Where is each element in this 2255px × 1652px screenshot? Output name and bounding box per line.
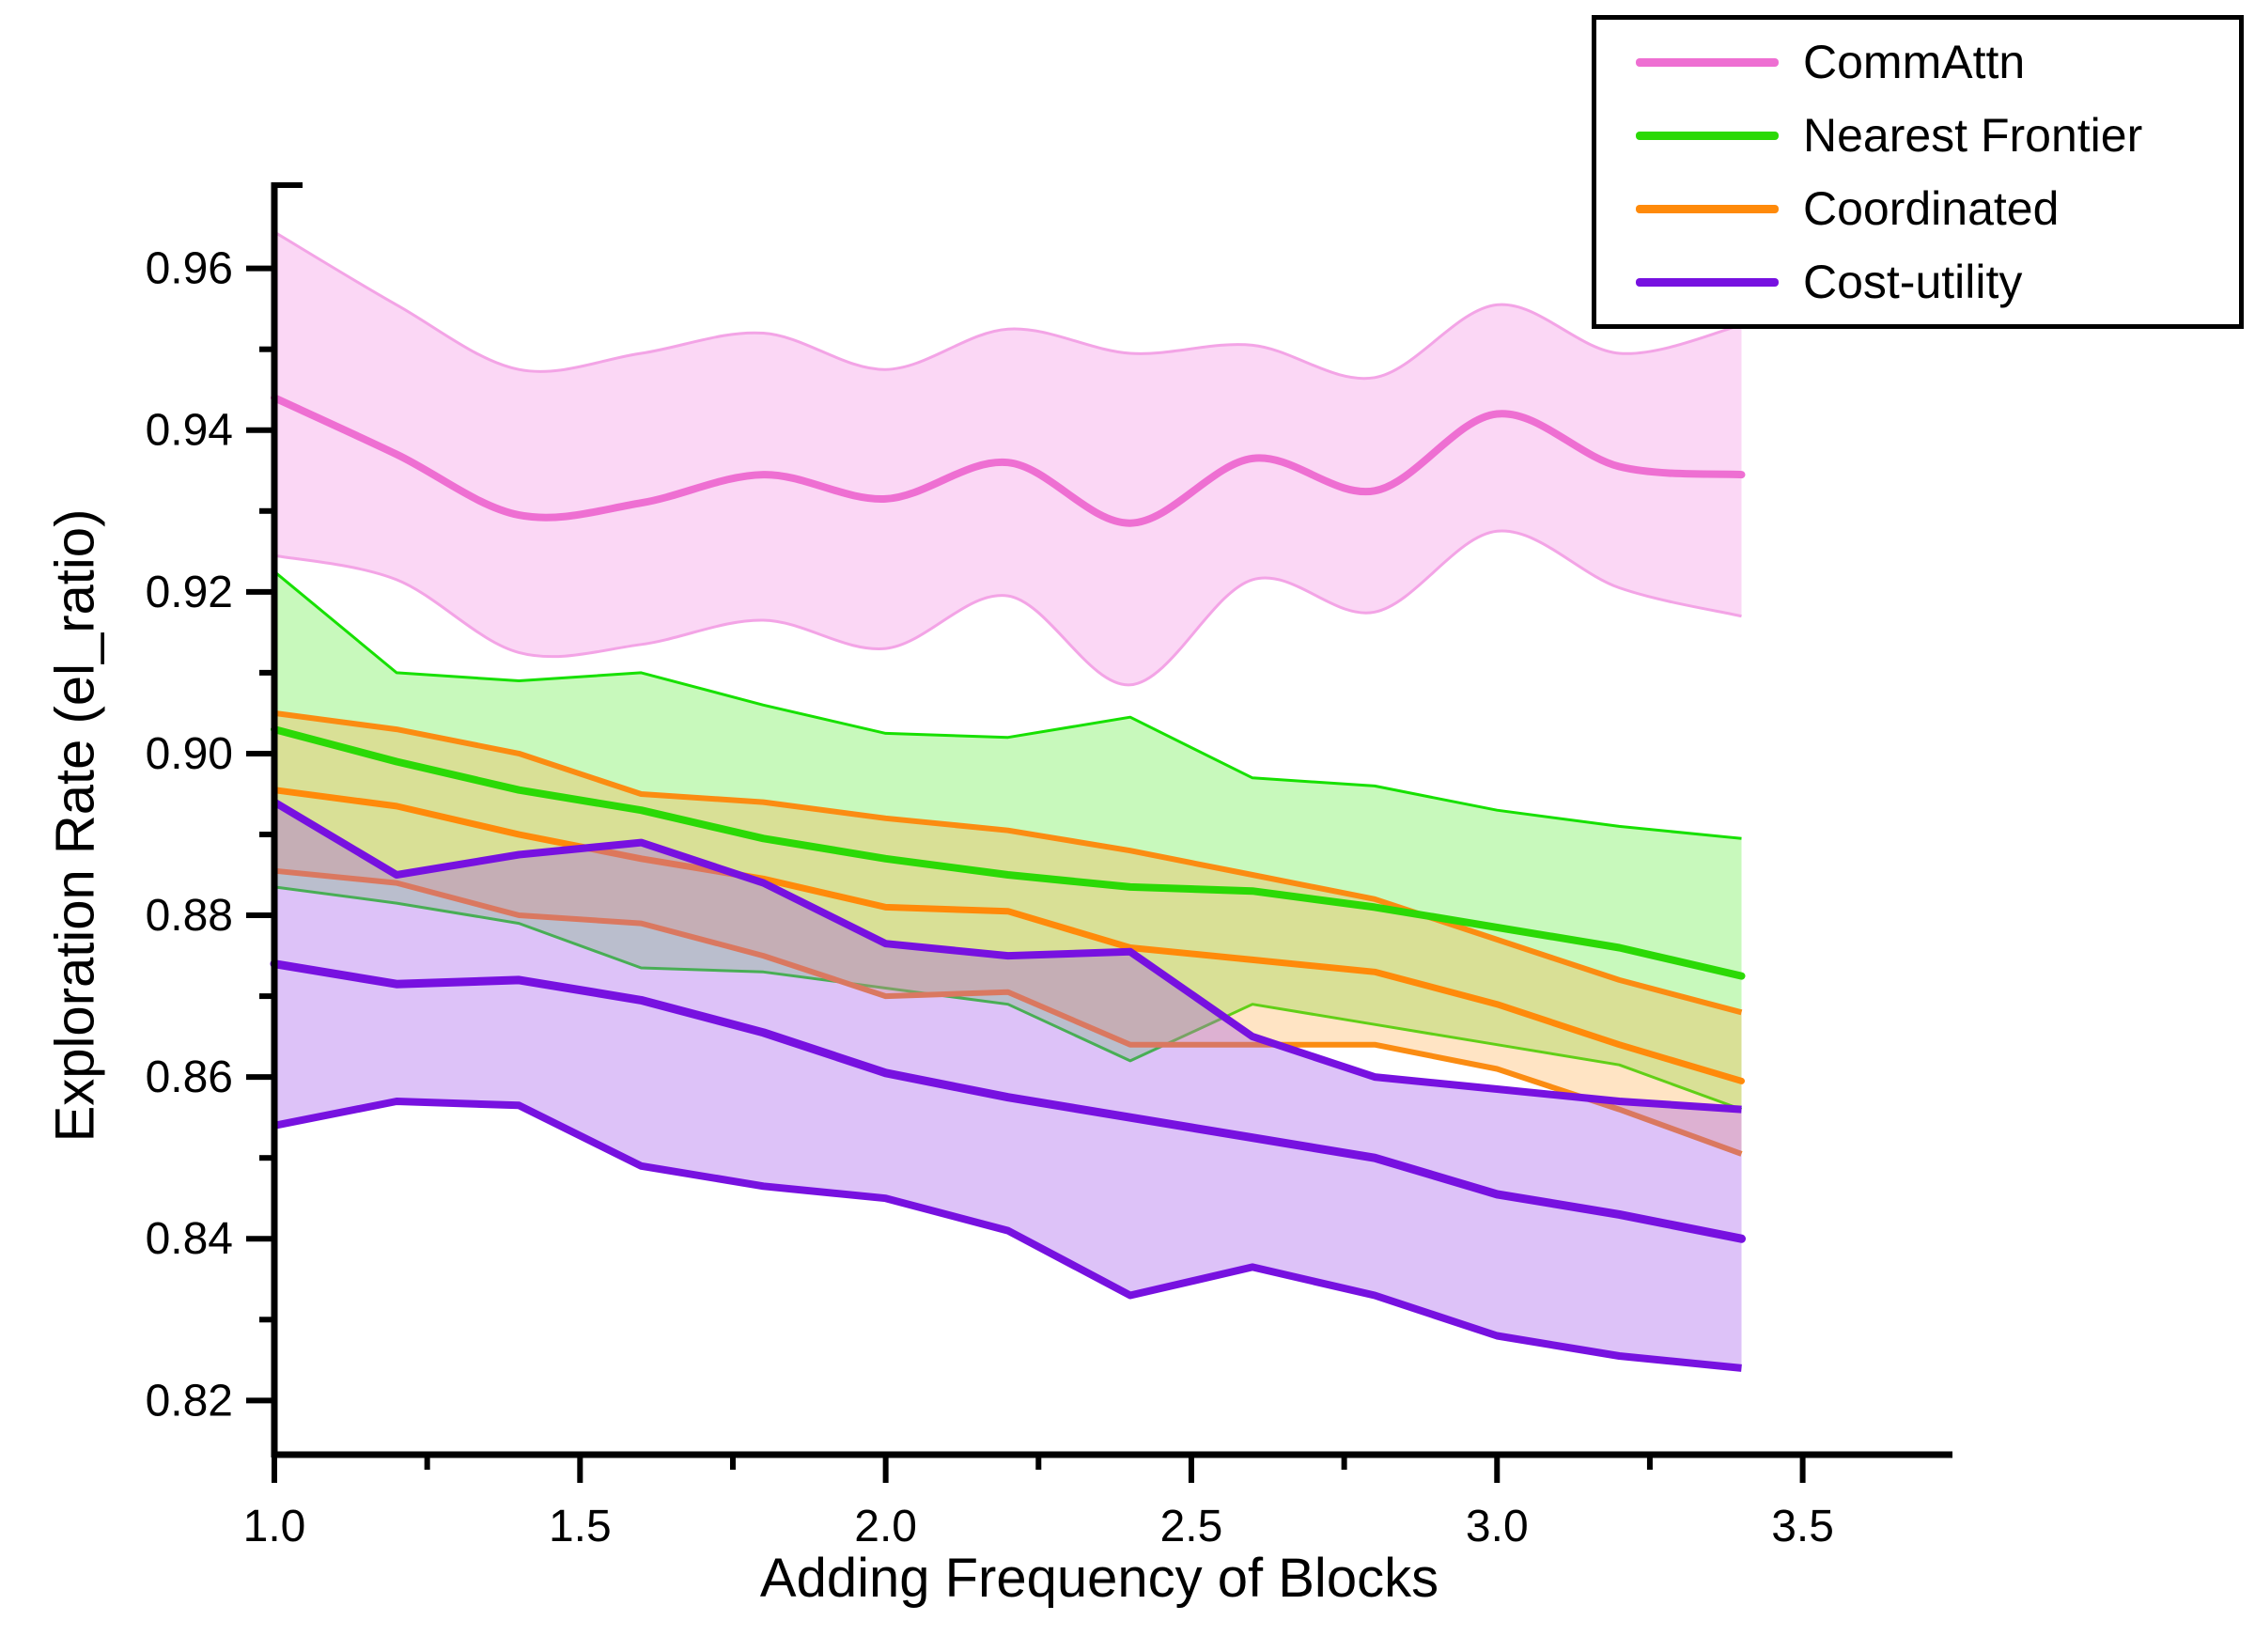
y-tick-label: 0.92	[146, 568, 233, 617]
legend-item-coordinated: Coordinated	[1596, 172, 2239, 245]
legend: CommAttn Nearest Frontier Coordinated Co…	[1592, 15, 2244, 329]
y-tick-label: 0.96	[146, 244, 233, 294]
band-lower-edge-nearest-frontier	[273, 885, 1743, 1112]
legend-label: CommAttn	[1803, 36, 2026, 88]
x-tick-label: 3.5	[1771, 1502, 1834, 1551]
confidence-band-commattn	[274, 231, 1742, 685]
x-tick-label: 3.0	[1466, 1502, 1529, 1551]
legend-item-nearest-frontier: Nearest Frontier	[1596, 99, 2239, 172]
x-tick-label: 1.5	[549, 1502, 612, 1551]
y-tick-label: 0.90	[146, 729, 233, 779]
x-tick-label: 2.5	[1160, 1502, 1223, 1551]
x-axis-title: Adding Frequency of Blocks	[759, 1548, 1439, 1609]
x-tick-label: 1.0	[243, 1502, 306, 1551]
legend-label: Coordinated	[1803, 182, 2060, 235]
x-tick-label: 2.0	[854, 1502, 917, 1551]
band-upper-edge-nearest-frontier	[273, 570, 1742, 840]
y-axis-title: Exploration Rate (el_ratio)	[44, 508, 106, 1143]
band-upper-edge-coordinated	[273, 709, 1743, 1016]
legend-label: Cost-utility	[1803, 256, 2023, 308]
y-tick-label: 0.86	[146, 1052, 233, 1102]
legend-line-sample-nearest-frontier	[1636, 131, 1779, 140]
legend-label: Nearest Frontier	[1803, 109, 2143, 162]
band-upper-edge-cost-utility	[272, 799, 1742, 1114]
confidence-band-cost-utility	[274, 802, 1742, 1368]
legend-line-sample-commattn	[1636, 57, 1779, 67]
mean-line-coordinated	[271, 787, 1745, 1084]
legend-item-commattn: CommAttn	[1596, 25, 2239, 99]
mean-line-cost-utility	[270, 959, 1746, 1243]
mean-line-commattn	[271, 394, 1746, 527]
band-upper-edge-commattn	[273, 230, 1742, 381]
y-tick-label: 0.94	[146, 406, 233, 456]
mean-line-nearest-frontier	[271, 725, 1746, 980]
y-tick-label: 0.82	[146, 1376, 233, 1426]
band-lower-edge-commattn	[273, 529, 1742, 687]
band-lower-edge-cost-utility	[273, 1098, 1742, 1372]
y-tick-label: 0.84	[146, 1214, 233, 1264]
band-lower-edge-coordinated	[273, 867, 1743, 1157]
legend-item-cost-utility: Cost-utility	[1596, 245, 2239, 319]
legend-line-sample-coordinated	[1636, 204, 1779, 213]
y-tick-label: 0.88	[146, 891, 233, 941]
legend-line-sample-cost-utility	[1636, 277, 1779, 287]
